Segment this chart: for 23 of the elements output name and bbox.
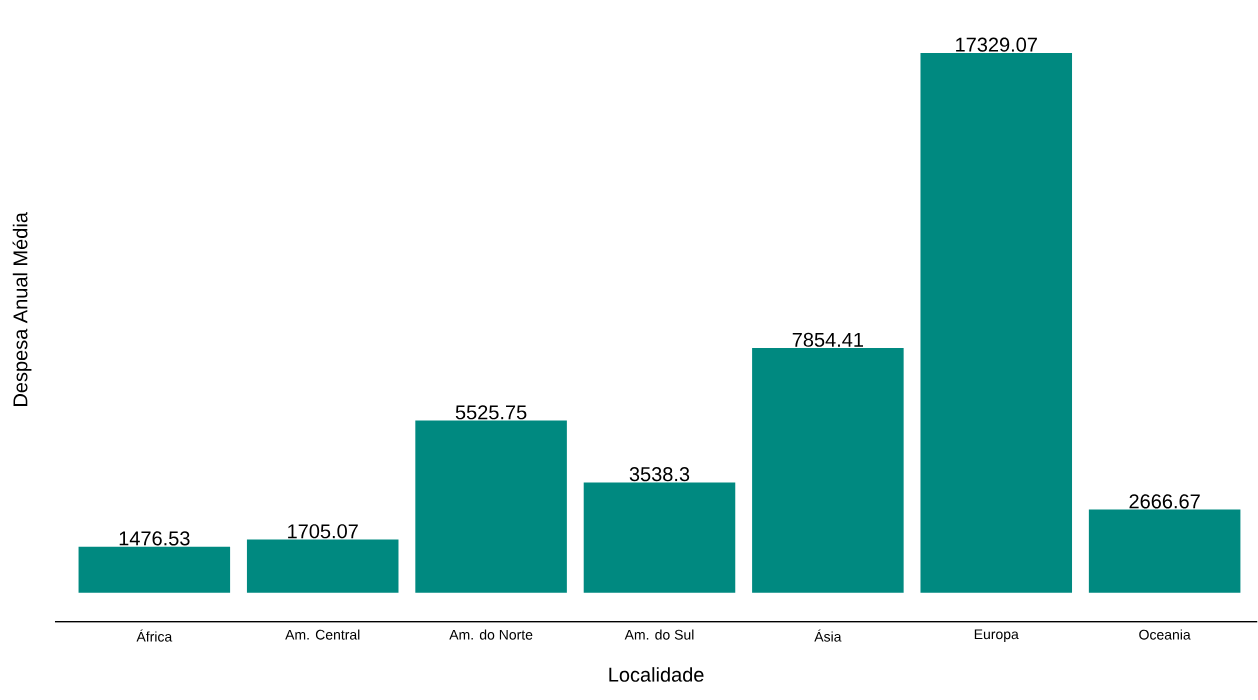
data-label: 7854.41	[792, 332, 863, 348]
x-tick-label: Am. do Sul	[624, 629, 694, 640]
x-tick-label: Europa	[974, 629, 1019, 643]
bar	[246, 539, 399, 593]
bar	[752, 348, 904, 593]
bar	[920, 53, 1073, 593]
data-label: 1705.07	[288, 524, 358, 539]
x-tick-label: Am. do Norte	[449, 629, 533, 640]
x-tick-label: Ásia	[814, 629, 842, 642]
y-axis-title: Despesa Anual Média	[12, 212, 32, 407]
data-label: 5525.75	[455, 405, 527, 420]
data-label: 1476.53	[119, 531, 190, 546]
data-label: 2666.67	[1129, 494, 1200, 509]
bar	[583, 482, 736, 593]
x-tick-label: Am. Central	[285, 629, 360, 640]
data-label: 3538.3	[629, 467, 690, 482]
data-label: 17329.07	[956, 37, 1037, 52]
bar	[78, 546, 231, 593]
bar	[1088, 509, 1241, 593]
bar	[415, 420, 567, 593]
x-axis-title: Localidade	[609, 667, 704, 683]
x-tick-label: Oceania	[1139, 629, 1191, 640]
x-tick-label: África	[136, 629, 173, 642]
